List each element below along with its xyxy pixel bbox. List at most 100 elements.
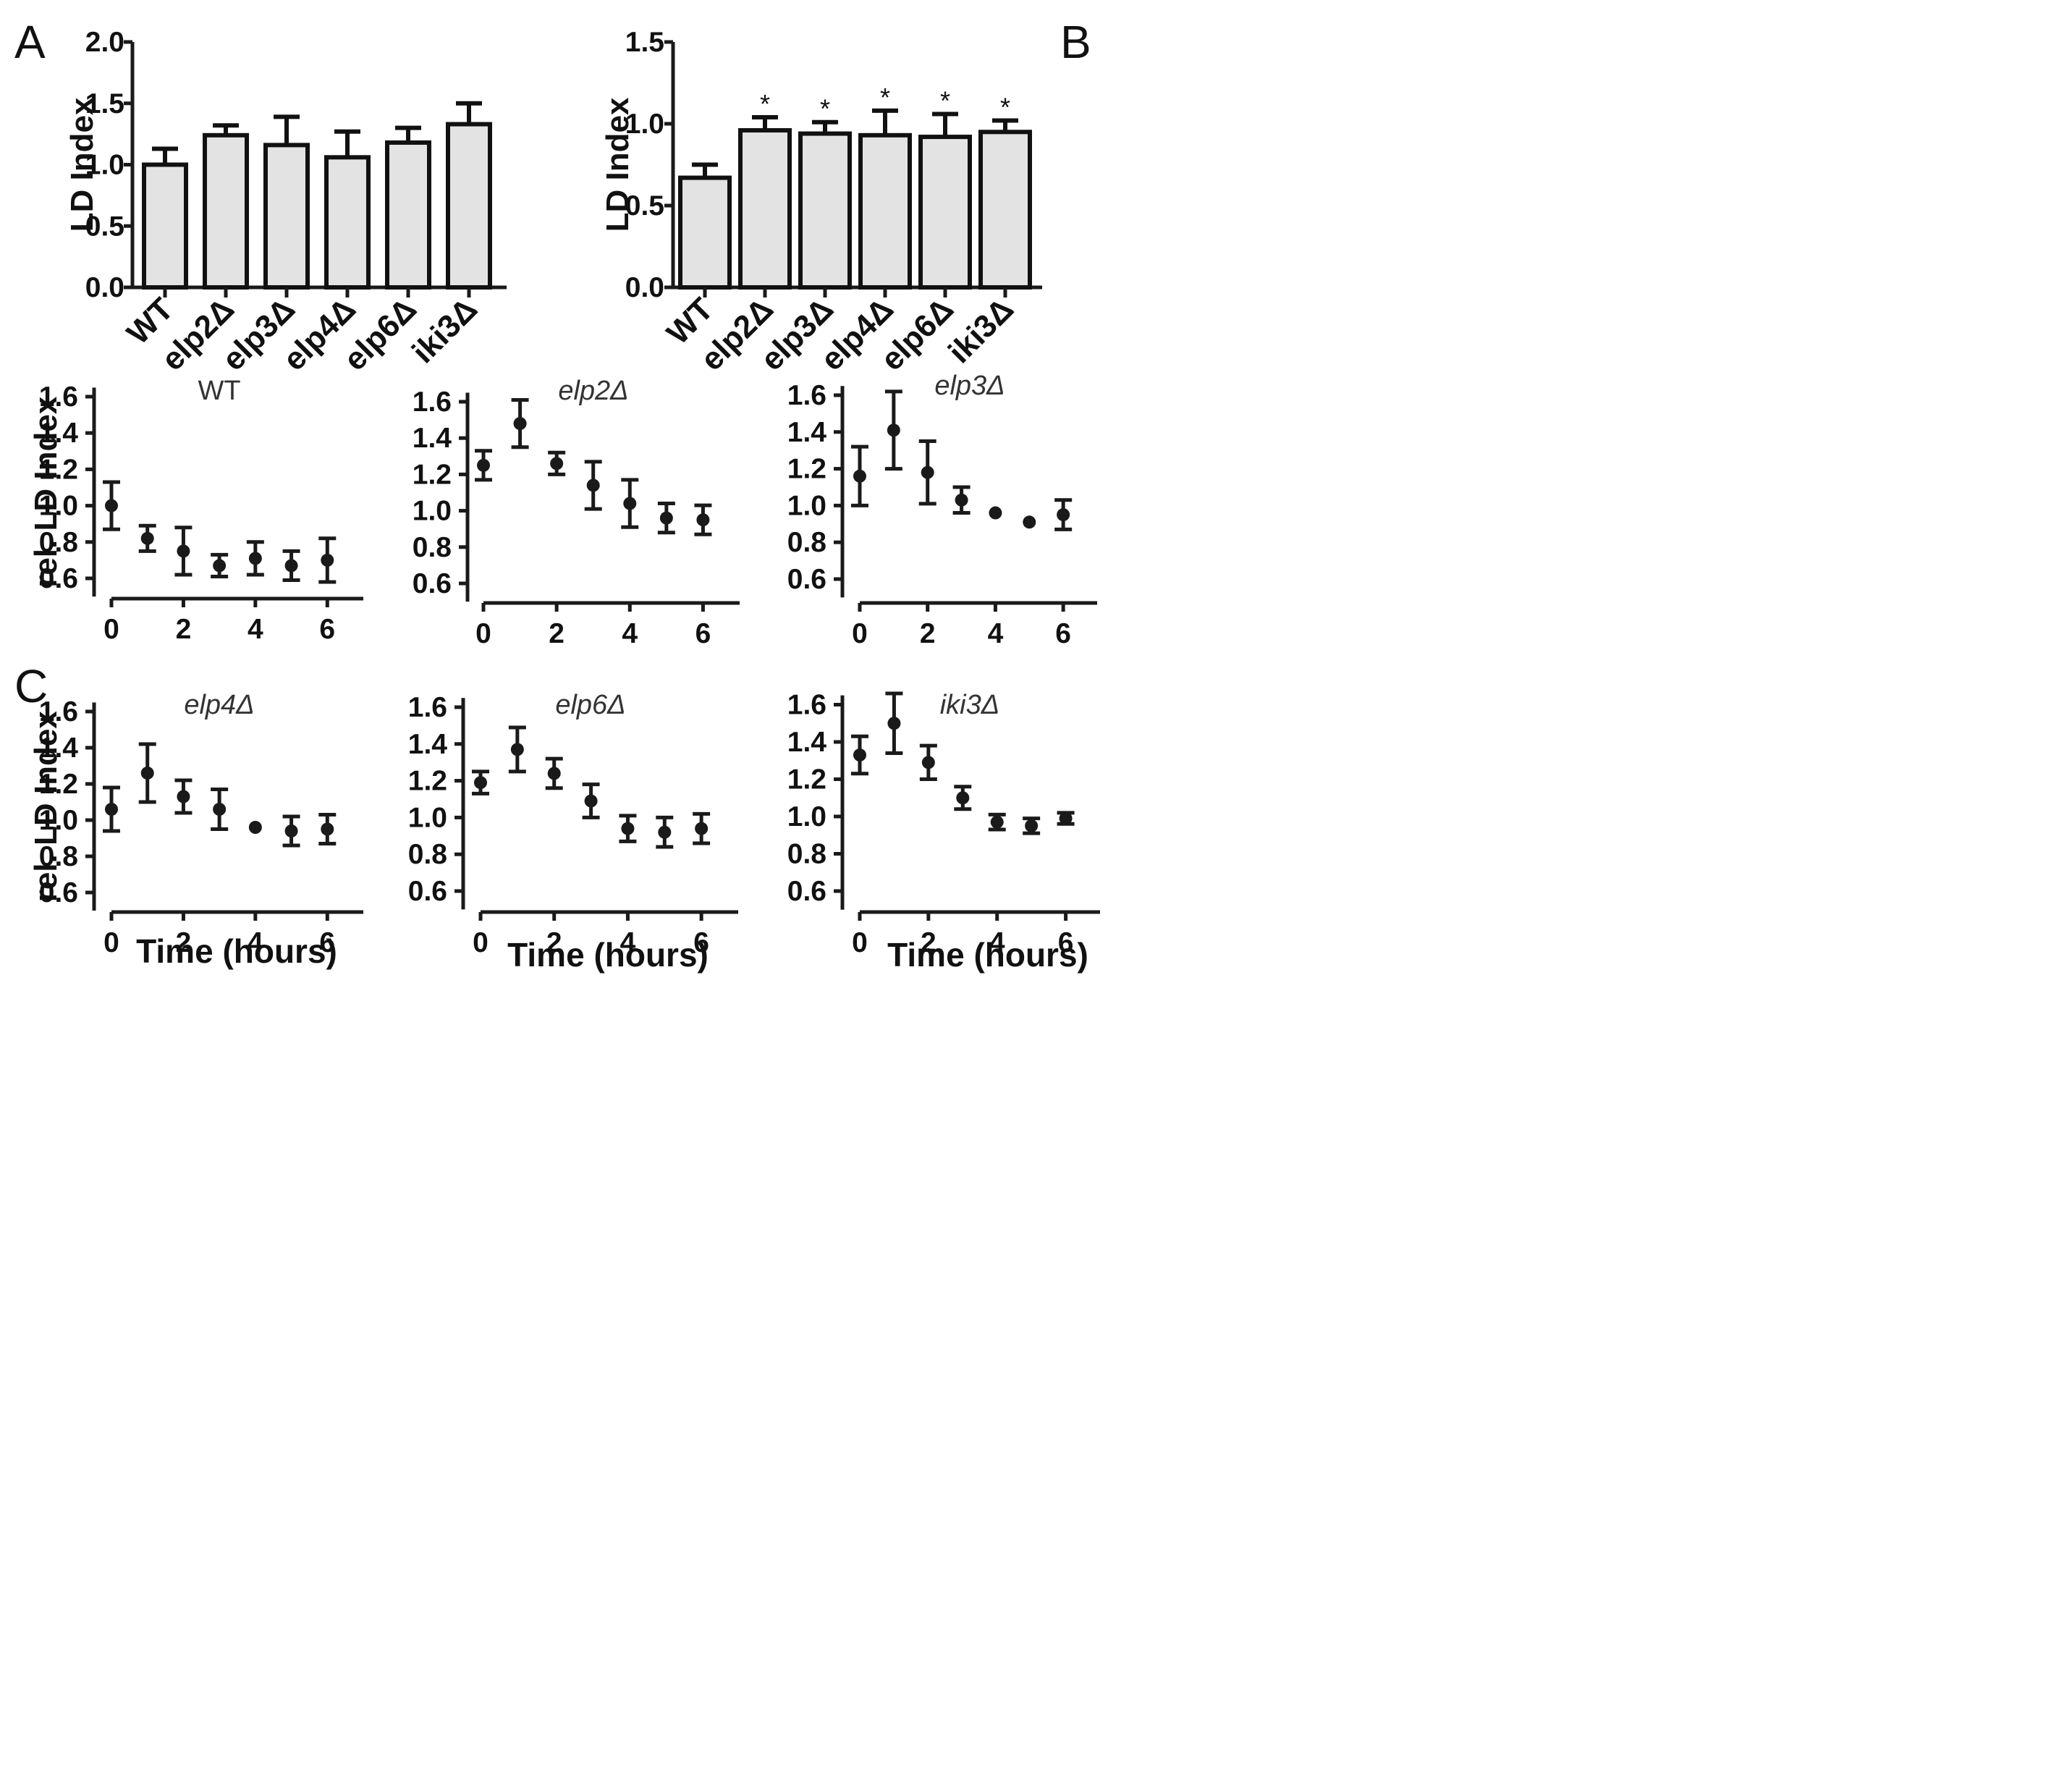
panel-c-iki3-point-0 (853, 748, 866, 762)
panel-c-wt-ytick-label: 1.6 (39, 381, 78, 413)
panel-c-wt-point-4 (248, 552, 262, 565)
panel-c-elp3-ytick-label: 1.6 (787, 380, 826, 411)
panel-c-iki3-point-2 (921, 756, 935, 769)
panel-c-elp4-point-0 (105, 803, 118, 816)
panel-a-bar-5 (446, 122, 492, 290)
panel-c-wt-point-3 (213, 559, 227, 573)
panel-c-iki3-ytick-label: 0.8 (787, 839, 826, 870)
panel-c-elp6-xtick-label: 0 (473, 927, 489, 958)
panel-b-significance-star: * (1000, 92, 1010, 122)
panel-a-ytick-label: 0.0 (85, 272, 124, 303)
panel-a-ytick-label: 1.5 (85, 88, 124, 119)
panel-c-elp2-point-0 (477, 458, 490, 472)
panel-c-elp2-point-1 (513, 417, 527, 431)
panel-c-elp2-ytick-label: 1.0 (413, 496, 452, 527)
panel-c-elp4-xtick-label: 0 (103, 927, 119, 958)
panel-c-elp3-xtick-label: 6 (1055, 618, 1071, 649)
panel-label-a: A (14, 16, 46, 68)
panel-c-elp2-title: elp2Δ (558, 376, 628, 406)
panel-b-bar-1 (738, 128, 792, 290)
panel-c-iki3-x-axis-label: Time (hours) (887, 936, 1088, 974)
panel-label-b: B (1060, 16, 1091, 68)
panel-c-iki3-ytick-label: 1.0 (787, 801, 826, 832)
panel-c-elp3-point-3 (955, 493, 968, 507)
panel-a-ytick-label: 2.0 (85, 27, 124, 58)
charts-layer: 0.0 0.5 1.0 1.5 2.0 LD Index WT elp2Δ elp3Δ elp4Δ… (28, 27, 1100, 974)
panel-c-iki3-xtick-label: 0 (852, 927, 868, 958)
panel-c-elp4-ytick-label: 0.6 (39, 877, 78, 908)
panel-c-elp3-point-6 (1057, 508, 1070, 522)
panel-c-elp3-point-1 (887, 423, 900, 437)
panel-c-wt-xtick-label: 2 (176, 614, 192, 645)
panel-c-elp2-xtick-label: 0 (475, 618, 491, 649)
panel-c-elp6-xtick-label: 2 (546, 927, 562, 958)
panel-c-iki3-xtick-label: 2 (921, 927, 936, 958)
panel-c-iki3-point-3 (956, 791, 970, 805)
panel-c-elp6-point-3 (584, 794, 598, 808)
panel-label-c: C (14, 660, 48, 712)
panel-c-elp6-ytick-label: 1.0 (408, 802, 447, 833)
panel-c-elp4-point-6 (321, 822, 334, 836)
panel-c-elp4-xtick-label: 2 (176, 927, 192, 958)
panel-c-elp2-ytick-label: 0.6 (413, 568, 452, 599)
panel-c-wt-y-axis-label: rel. LD Index (28, 396, 64, 588)
panel-c-elp2-point-4 (623, 497, 637, 510)
panel-a-y-axis-label: LD Index (64, 97, 100, 232)
panel-c-elp4-ytick-label: 1.0 (39, 805, 78, 836)
panel-c-iki3-xtick-label: 6 (1058, 927, 1074, 958)
panel-a-category-label: iki3Δ (405, 291, 484, 370)
panel-c-elp6-point-6 (695, 822, 709, 835)
panel-c-elp2-ytick-label: 1.2 (413, 459, 452, 490)
panel-b-bar-4 (918, 135, 972, 290)
panel-b-ytick-label: 1.0 (625, 109, 664, 140)
panel-b-ytick-label: 0.0 (625, 272, 664, 303)
panel-c-elp2-point-5 (659, 511, 673, 525)
panel-c-elp3-xtick-label: 2 (920, 618, 936, 649)
panel-c-elp3-ytick-label: 1.4 (787, 417, 827, 448)
panel-c-elp4-title: elp4Δ (184, 690, 254, 720)
panel-c-elp6-point-0 (474, 776, 487, 790)
panel-b-significance-star: * (880, 83, 890, 112)
panel-c-iki3-title: iki3Δ (940, 690, 1000, 720)
panel-b-bar-2 (798, 131, 852, 290)
panel-c-iki3-ytick-label: 1.4 (787, 727, 827, 758)
panel-c-elp2-point-2 (550, 457, 564, 470)
panel-c-elp6-ytick-label: 0.8 (408, 839, 447, 870)
panel-c-elp2-xtick-label: 2 (549, 618, 564, 649)
panel-a-bar-0 (142, 162, 188, 290)
panel-b-ytick-label: 0.5 (625, 190, 664, 221)
panel-c-elp3-ytick-label: 0.6 (787, 564, 826, 595)
panel-b-bar-3 (858, 132, 912, 290)
panel-c-wt-xtick-label: 4 (248, 614, 263, 645)
panel-c-wt-point-6 (321, 553, 334, 567)
panel-c-iki3-point-5 (1025, 819, 1039, 832)
panel-c-elp4-point-5 (284, 824, 298, 837)
panel-c-elp6-ytick-label: 1.2 (408, 766, 447, 797)
panel-c-wt-ytick-label: 1.0 (39, 491, 78, 522)
panel-c-elp3-point-5 (1023, 515, 1036, 529)
panel-c-elp6-x-axis-label: Time (hours) (507, 936, 709, 974)
panel-c-elp6-ytick-label: 1.4 (408, 729, 448, 760)
panel-c-elp2-ytick-label: 1.6 (413, 387, 452, 418)
panel-c-wt-ytick-label: 1.2 (39, 454, 78, 485)
panel-c-elp3-xtick-label: 0 (852, 618, 868, 649)
panel-c-elp6-point-5 (658, 825, 672, 839)
panel-c-iki3-point-1 (887, 717, 901, 730)
panel-c-wt-xtick-label: 6 (319, 614, 335, 645)
panel-c-elp2-point-3 (586, 478, 600, 492)
panel-c-iki3-point-4 (990, 815, 1004, 829)
panel-a-bar-3 (324, 155, 371, 290)
panel-c-elp4-point-4 (248, 821, 262, 834)
panel-b-bar-0 (678, 175, 732, 290)
panel-c-elp4-ytick-label: 1.2 (39, 769, 78, 800)
panel-c-wt-point-5 (284, 559, 298, 573)
panel-b-bar-5 (978, 130, 1032, 290)
panel-c-elp2-xtick-label: 4 (622, 618, 638, 649)
panel-c-elp4-xtick-label: 6 (319, 927, 335, 958)
panel-b-significance-star: * (820, 94, 830, 124)
panel-c-wt-point-1 (140, 531, 154, 545)
panel-c-elp6-xtick-label: 6 (693, 927, 709, 958)
panel-c-elp4-ytick-label: 0.8 (39, 841, 78, 872)
panel-c-elp6-point-4 (621, 822, 635, 835)
